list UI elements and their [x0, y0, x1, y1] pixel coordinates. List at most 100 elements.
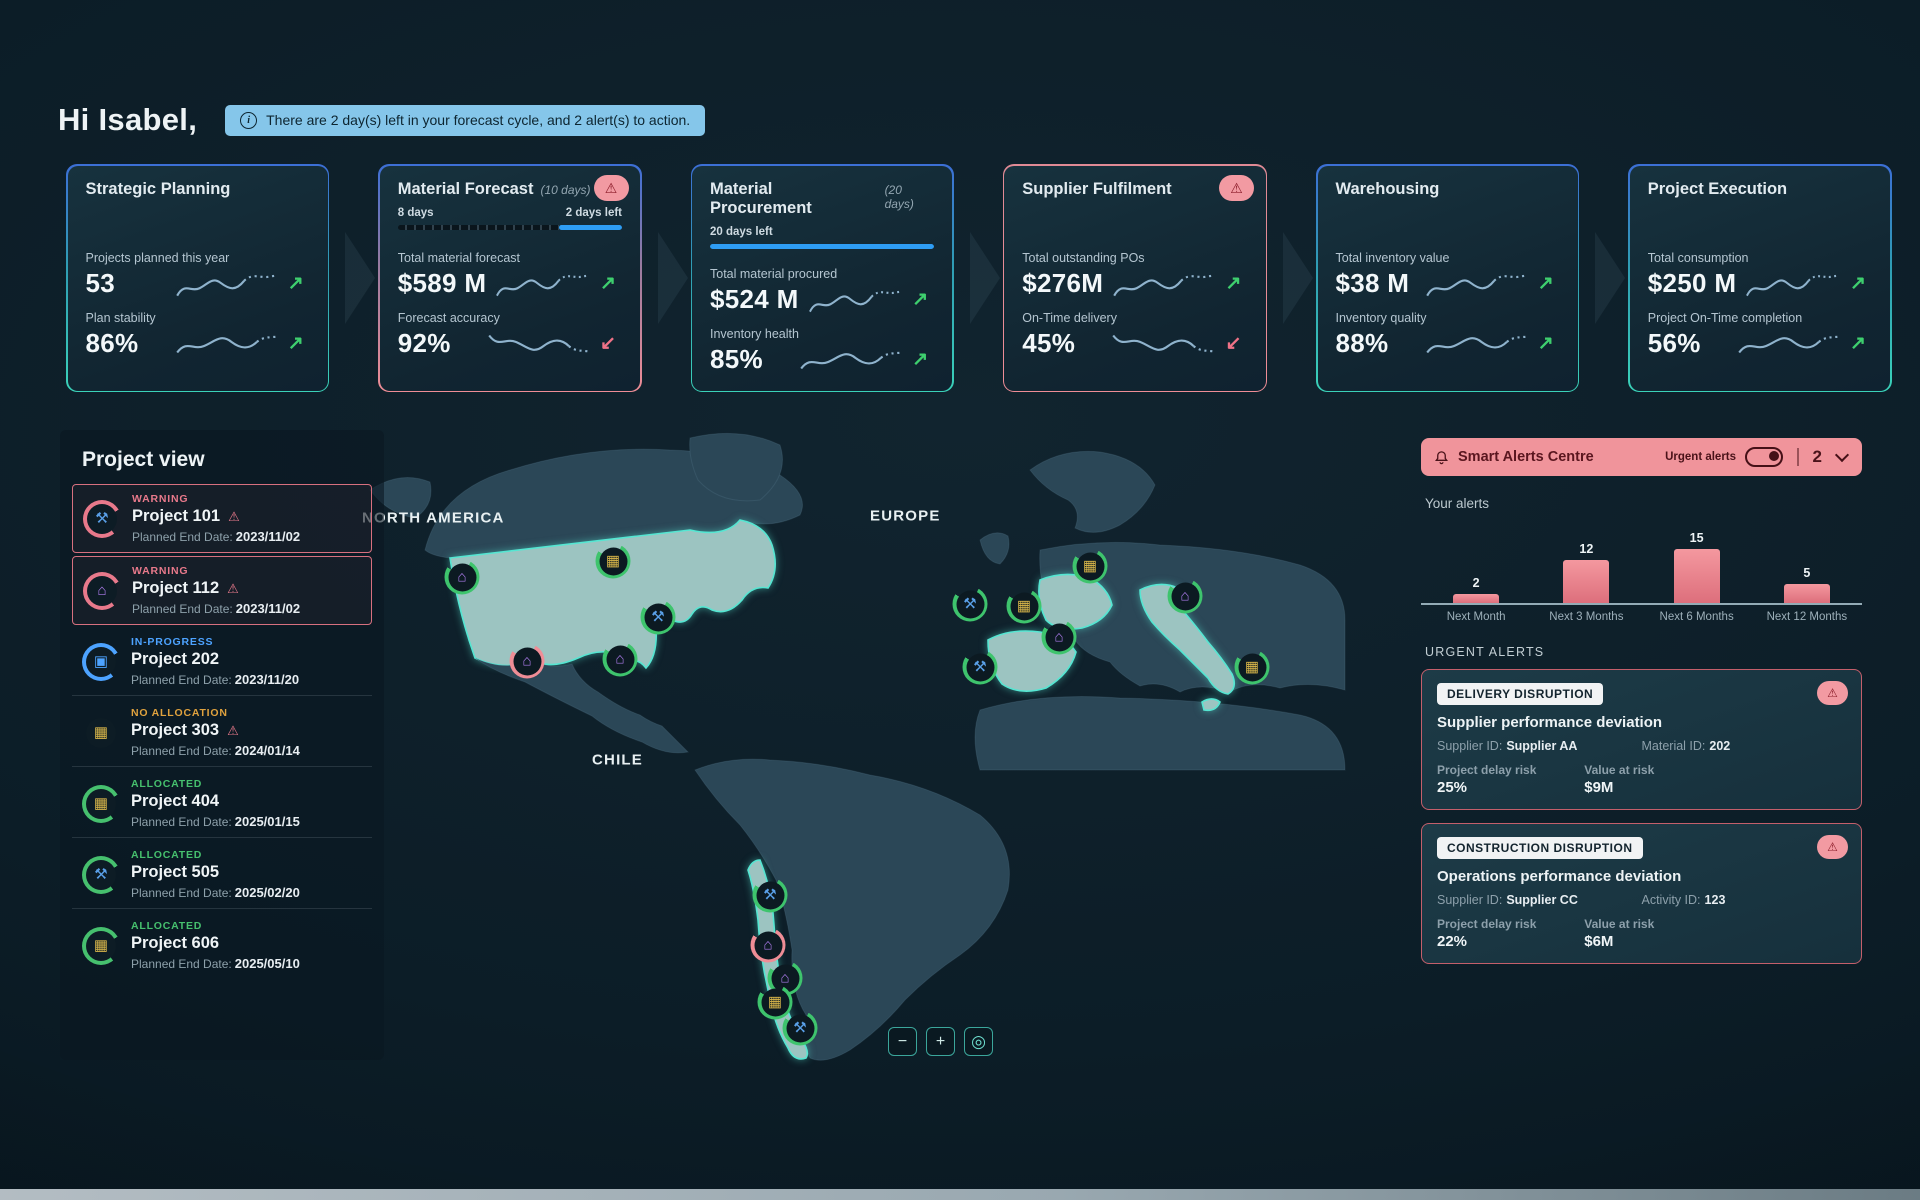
map-site-marker[interactable]	[1006, 588, 1042, 624]
project-list-item[interactable]: ALLOCATED Project 505 Planned End Date:2…	[72, 841, 372, 909]
map-site-marker[interactable]	[640, 599, 676, 635]
map-site-marker[interactable]	[782, 1010, 818, 1046]
warning-alert-icon[interactable]	[1219, 175, 1254, 201]
bar[interactable]	[1783, 584, 1830, 603]
id-value: Supplier CC	[1506, 893, 1578, 907]
project-list-item[interactable]: ALLOCATED Project 404 Planned End Date:2…	[72, 770, 372, 838]
risk-value: $9M	[1584, 779, 1614, 796]
kpi-card-title: Material Forecast	[397, 179, 534, 198]
locate-button[interactable]: ◎	[964, 1027, 993, 1056]
region-greenland	[689, 432, 783, 502]
project-list-item[interactable]: ALLOCATED Project 606 Planned End Date:2…	[72, 912, 372, 979]
kpi-card-title: Strategic Planning	[85, 179, 231, 198]
kpi-card[interactable]: Material Forecast (10 days) 8 days 2 day…	[378, 164, 642, 392]
zoom-in-button[interactable]: +	[926, 1027, 955, 1056]
warning-alert-icon[interactable]	[593, 175, 629, 201]
map-region-label: CHILE	[592, 751, 643, 769]
kpi-card[interactable]: Project Execution Total consumption	[1628, 164, 1892, 392]
kpi-card[interactable]: Material Procurement (20 days) 20 days l…	[690, 164, 954, 392]
forecast-cycle-banner: i There are 2 day(s) left in your foreca…	[225, 104, 706, 136]
map-site-marker[interactable]	[757, 984, 793, 1020]
map-region-label: NORTH AMERICA	[362, 509, 505, 527]
id-label: Material ID:	[1641, 739, 1706, 753]
site-type-icon	[763, 886, 776, 904]
progress-bar	[1022, 213, 1247, 218]
sparkline	[1425, 273, 1527, 296]
site-type-icon	[1245, 658, 1259, 676]
site-type-icon	[1017, 597, 1031, 615]
kpi-metric-2: On-Time delivery 45%	[1022, 311, 1247, 361]
alert-bar-column: 2	[1421, 576, 1531, 603]
project-type-icon	[94, 866, 107, 884]
urgent-alerts-toggle[interactable]	[1745, 447, 1784, 467]
trend-arrow-icon	[288, 274, 310, 293]
id-value: 202	[1709, 739, 1731, 753]
bar[interactable]	[1453, 594, 1500, 603]
map-site-marker[interactable]	[1234, 649, 1270, 685]
map-site-marker[interactable]	[602, 641, 638, 677]
project-name: Project 101	[132, 507, 221, 525]
progress-left-label: 8 days	[397, 206, 434, 219]
map-region-label: EUROPE	[870, 507, 941, 525]
cycle-progress	[1022, 207, 1247, 241]
bar-category-label: Next Month	[1446, 611, 1506, 623]
alert-bar-column: 12	[1531, 542, 1641, 603]
map-site-marker[interactable]	[509, 643, 545, 679]
map-site-marker[interactable]	[1041, 619, 1077, 655]
site-type-icon	[780, 969, 789, 987]
banner-text: There are 2 day(s) left in your forecast…	[266, 112, 691, 128]
kpi-metric-2: Project On-Time completion 56%	[1648, 311, 1872, 361]
bar[interactable]	[1673, 549, 1720, 603]
zoom-out-button[interactable]: −	[888, 1027, 917, 1056]
site-type-icon	[763, 936, 772, 954]
trend-arrow-icon	[1226, 274, 1248, 293]
site-type-icon	[651, 608, 664, 626]
chevron-down-icon[interactable]	[1834, 447, 1850, 463]
progress-bar	[1336, 213, 1560, 218]
map-site-marker[interactable]	[1072, 548, 1108, 584]
world-map[interactable]: NORTH AMERICA EUROPE CHILE	[340, 430, 1350, 1070]
map-site-marker[interactable]	[952, 586, 988, 622]
project-type-icon	[95, 510, 108, 528]
warning-alert-icon	[1817, 835, 1848, 859]
smart-alerts-header[interactable]: Smart Alerts Centre Urgent alerts 2	[1421, 438, 1862, 476]
kpi-card[interactable]: Warehousing Total inventory value	[1316, 164, 1580, 392]
alert-bar-column: 15	[1642, 531, 1752, 603]
project-name: Project 303	[131, 721, 220, 739]
metric-value: 45%	[1022, 328, 1076, 358]
site-type-icon	[1054, 628, 1063, 646]
project-list-item[interactable]: WARNING Project 101 Planned End Date:202…	[72, 484, 372, 553]
kpi-card-title: Supplier Fulfilment	[1022, 179, 1172, 198]
sparkline	[1425, 335, 1527, 353]
sparkline	[1746, 273, 1840, 296]
kpi-card[interactable]: Strategic Planning Projects planned th	[66, 164, 330, 392]
project-progress-ring	[82, 926, 120, 965]
project-view-panel: Project view WARNING Project 101 Planned…	[60, 430, 384, 1060]
end-date-value: 2023/11/02	[235, 601, 301, 616]
metric-value: 56%	[1647, 328, 1701, 358]
project-progress-ring	[82, 855, 120, 894]
end-date-label: Planned End Date:	[131, 815, 232, 829]
bar[interactable]	[1563, 560, 1610, 603]
project-list-item[interactable]: IN-PROGRESS Project 202 Planned End Date…	[72, 628, 372, 696]
trend-arrow-icon	[1850, 274, 1872, 293]
project-list-item[interactable]: WARNING Project 112 Planned End Date:202…	[72, 556, 372, 625]
map-site-marker[interactable]	[444, 559, 480, 595]
kpi-card-row: Strategic Planning Projects planned th	[66, 164, 1892, 392]
urgent-alert-card[interactable]: DELIVERY DISRUPTION Supplier performance…	[1421, 669, 1862, 810]
map-controls: − + ◎	[888, 1027, 993, 1056]
urgent-alert-card[interactable]: CONSTRUCTION DISRUPTION Operations perfo…	[1421, 823, 1862, 964]
bar-value: 2	[1472, 576, 1480, 590]
trend-arrow-icon	[600, 274, 622, 293]
map-site-marker[interactable]	[750, 927, 786, 963]
map-site-marker[interactable]	[752, 877, 788, 913]
project-list-item[interactable]: NO ALLOCATION Project 303 Planned End Da…	[72, 699, 372, 767]
map-site-marker[interactable]	[962, 649, 998, 685]
map-site-marker[interactable]	[1167, 578, 1203, 614]
sparkline	[1113, 273, 1215, 296]
page-title: Hi Isabel,	[58, 102, 198, 137]
map-site-marker[interactable]	[595, 543, 631, 579]
end-date-label: Planned End Date:	[131, 957, 232, 971]
kpi-card[interactable]: Supplier Fulfilment Total outstanding	[1002, 164, 1267, 392]
sparkline	[175, 273, 277, 296]
